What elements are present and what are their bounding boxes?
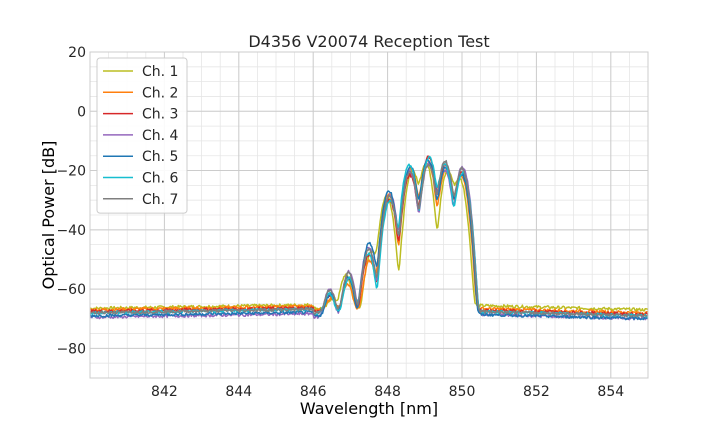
legend-label-ch-3: Ch. 3	[142, 107, 178, 123]
y-tick-label: −40	[56, 223, 86, 239]
x-tick-label: 842	[151, 384, 178, 400]
x-tick-label: 844	[225, 384, 252, 400]
legend-label-ch-7: Ch. 7	[142, 192, 178, 208]
series-line-ch-5	[89, 158, 649, 321]
legend-label-ch-5: Ch. 5	[142, 149, 178, 165]
legend-box	[96, 57, 188, 214]
x-tick-label: 850	[449, 384, 476, 400]
series-group	[89, 155, 649, 321]
legend-label-ch-4: Ch. 4	[142, 128, 179, 144]
y-tick-label: −60	[56, 282, 86, 298]
chart-title: D4356 V20074 Reception Test	[248, 32, 489, 51]
series-line-ch-2	[89, 159, 649, 315]
y-tick-label: 0	[77, 104, 86, 120]
legend-label-ch-2: Ch. 2	[142, 85, 178, 101]
x-axis-label: Wavelength [nm]	[300, 399, 438, 418]
x-tick-label: 854	[597, 384, 624, 400]
x-ticks: 842 844 846 848 850 852 854	[151, 384, 624, 400]
x-tick-label: 846	[300, 384, 327, 400]
x-tick-label: 852	[523, 384, 550, 400]
y-ticks: 20 0 −20 −40 −60 −80	[56, 45, 86, 357]
y-tick-label: 20	[68, 45, 86, 61]
x-tick-label: 848	[374, 384, 401, 400]
legend-label-ch-6: Ch. 6	[142, 171, 179, 187]
y-tick-label: −20	[56, 164, 86, 180]
legend: Ch. 1 Ch. 2 Ch. 3 Ch. 4 Ch. 5 Ch. 6 Ch. 7	[96, 57, 188, 214]
y-tick-label: −80	[56, 341, 86, 357]
legend-label-ch-1: Ch. 1	[142, 64, 178, 80]
series-line-ch-7	[89, 159, 649, 318]
plot-frame	[89, 51, 649, 379]
y-axis-label: Optical Power [dB]	[39, 141, 58, 290]
